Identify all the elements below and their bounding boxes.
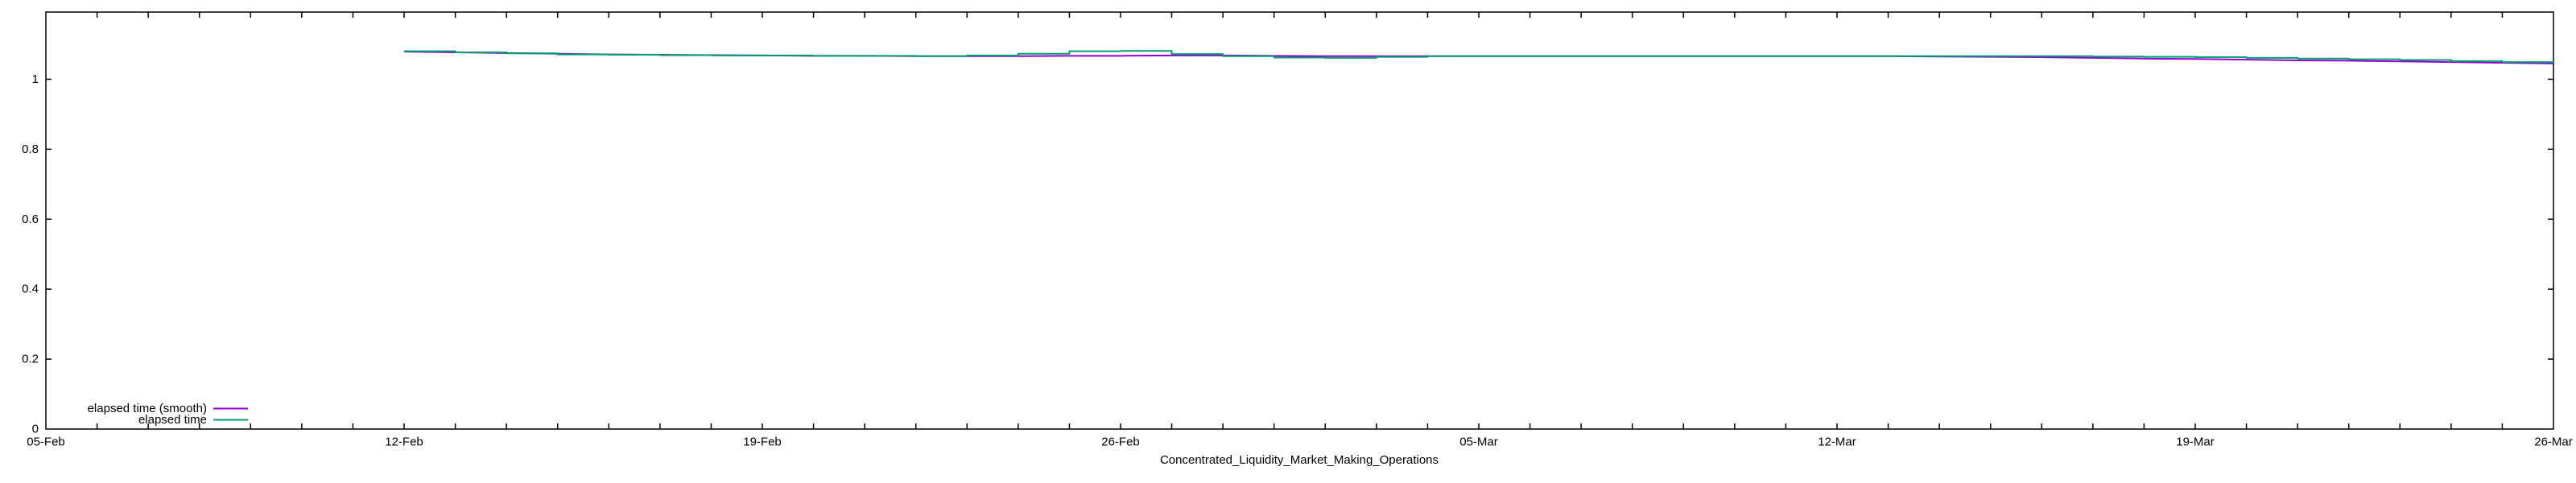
y-tick-label: 0.6 xyxy=(22,213,39,226)
x-tick-label: 26-Feb xyxy=(1101,436,1140,449)
y-axis-labels: 0 0.2 0.4 0.6 0.8 1 xyxy=(22,72,39,436)
x-tick-label: 19-Mar xyxy=(2176,436,2215,449)
x-tick-label: 05-Feb xyxy=(27,436,65,449)
series-lines xyxy=(403,50,2554,64)
y-tick-label: 0.4 xyxy=(22,283,39,296)
legend: elapsed time (smooth) elapsed time xyxy=(88,402,248,427)
y-tick-label: 0.8 xyxy=(22,142,39,156)
x-axis-labels: 05-Feb 12-Feb 19-Feb 26-Feb 05-Mar 12-Mar 19-M… xyxy=(27,436,2573,449)
legend-label-elapsed-time: elapsed time xyxy=(138,413,207,427)
plot-border xyxy=(45,11,2554,430)
legend-label-elapsed-time-smooth: elapsed time (smooth) xyxy=(88,402,207,415)
x-tick-label: 12-Mar xyxy=(1818,436,1856,449)
y-tick-label: 0.2 xyxy=(22,353,39,366)
x-tick-label: 12-Feb xyxy=(385,436,423,449)
x-tick-label: 26-Mar xyxy=(2534,436,2573,449)
y-tick-label: 0 xyxy=(32,423,39,436)
series-line-elapsed-time xyxy=(404,50,2554,64)
x-tick-label: 05-Mar xyxy=(1459,436,1498,449)
y-axis-ticks xyxy=(46,78,2553,360)
y-tick-label: 1 xyxy=(32,72,39,86)
x-axis-ticks xyxy=(96,12,2504,429)
x-tick-label: 19-Feb xyxy=(743,436,782,449)
chart-title: Concentrated_Liquidity_Market_Making_Ope… xyxy=(1160,453,1439,467)
